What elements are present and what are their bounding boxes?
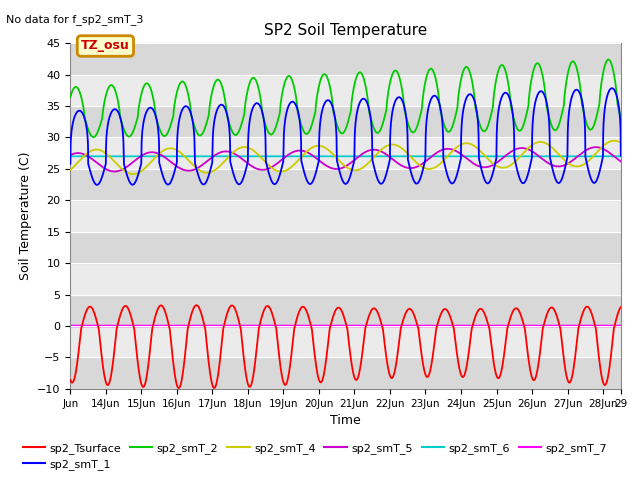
sp2_smT_2 <box>90 134 97 140</box>
sp2_smT_2 <box>547 120 555 126</box>
sp2_smT_1 <box>301 174 309 180</box>
Line: sp2_smT_4: sp2_smT_4 <box>70 141 621 174</box>
sp2_smT_7 <box>547 323 554 329</box>
sp2_smT_1 <box>617 153 625 158</box>
Bar <box>70 232 621 263</box>
sp2_smT_2 <box>129 128 137 134</box>
sp2_smT_5 <box>278 157 285 163</box>
sp2_Tsurface <box>193 302 200 308</box>
sp2_smT_4 <box>278 168 285 174</box>
sp2_smT_5 <box>301 149 309 155</box>
X-axis label: Time: Time <box>330 414 361 427</box>
Bar <box>70 43 621 74</box>
sp2_smT_1 <box>162 180 170 186</box>
sp2_smT_5 <box>67 152 74 158</box>
sp2_smT_6 <box>547 154 554 159</box>
sp2_smT_1 <box>67 161 74 167</box>
sp2_smT_2 <box>67 94 74 100</box>
Text: TZ_osu: TZ_osu <box>81 39 130 52</box>
sp2_smT_1 <box>129 181 137 187</box>
sp2_smT_4 <box>547 144 555 150</box>
Bar <box>70 169 621 200</box>
sp2_smT_2 <box>617 116 625 121</box>
sp2_Tsurface <box>607 358 614 363</box>
sp2_smT_1 <box>547 159 555 165</box>
sp2_smT_4 <box>162 146 170 152</box>
sp2_smT_6 <box>301 154 309 159</box>
sp2_smT_4 <box>67 167 74 173</box>
sp2_smT_7 <box>278 323 285 329</box>
sp2_smT_4 <box>617 140 625 145</box>
sp2_smT_7 <box>301 323 309 329</box>
sp2_Tsurface <box>278 372 285 378</box>
sp2_smT_7 <box>617 323 625 329</box>
Y-axis label: Soil Temperature (C): Soil Temperature (C) <box>19 152 32 280</box>
sp2_smT_6 <box>67 154 74 159</box>
sp2_smT_4 <box>129 171 137 177</box>
sp2_smT_4 <box>129 171 137 177</box>
sp2_smT_7 <box>129 323 137 329</box>
sp2_smT_6 <box>617 154 625 159</box>
sp2_smT_2 <box>162 132 170 138</box>
sp2_smT_1 <box>278 165 285 171</box>
sp2_Tsurface <box>547 305 555 311</box>
sp2_smT_2 <box>278 94 285 100</box>
sp2_smT_5 <box>607 151 614 156</box>
Bar <box>70 326 621 358</box>
Legend: sp2_Tsurface, sp2_smT_1, sp2_smT_2, sp2_smT_4, sp2_smT_5, sp2_smT_6, sp2_smT_7: sp2_Tsurface, sp2_smT_1, sp2_smT_2, sp2_… <box>19 438 611 474</box>
sp2_Tsurface <box>129 322 137 327</box>
Bar <box>70 74 621 106</box>
Line: sp2_smT_2: sp2_smT_2 <box>70 60 621 137</box>
sp2_smT_2 <box>605 57 612 62</box>
sp2_smT_7 <box>67 323 74 329</box>
sp2_smT_5 <box>547 162 555 168</box>
Bar <box>70 106 621 137</box>
sp2_smT_1 <box>606 86 614 92</box>
Bar <box>70 263 621 295</box>
Text: No data for f_sp2_smT_3: No data for f_sp2_smT_3 <box>6 14 144 25</box>
Line: sp2_smT_5: sp2_smT_5 <box>70 147 621 171</box>
sp2_Tsurface <box>617 304 625 310</box>
sp2_smT_6 <box>606 154 614 159</box>
sp2_smT_5 <box>617 158 625 164</box>
sp2_smT_1 <box>93 182 101 188</box>
Bar <box>70 358 621 389</box>
sp2_smT_6 <box>129 154 137 159</box>
sp2_Tsurface <box>302 306 310 312</box>
Bar <box>70 200 621 232</box>
sp2_smT_6 <box>278 154 285 159</box>
sp2_smT_5 <box>592 144 600 150</box>
sp2_Tsurface <box>175 385 182 391</box>
sp2_smT_7 <box>606 323 614 329</box>
sp2_smT_6 <box>162 154 170 159</box>
sp2_smT_5 <box>162 156 170 161</box>
sp2_smT_2 <box>607 59 614 64</box>
sp2_smT_4 <box>301 150 309 156</box>
Title: SP2 Soil Temperature: SP2 Soil Temperature <box>264 23 428 38</box>
sp2_smT_2 <box>301 131 309 136</box>
sp2_smT_5 <box>111 168 118 174</box>
sp2_Tsurface <box>67 377 74 383</box>
Bar <box>70 137 621 169</box>
sp2_smT_5 <box>129 159 137 165</box>
sp2_smT_1 <box>608 85 616 91</box>
Line: sp2_Tsurface: sp2_Tsurface <box>70 305 621 388</box>
Bar <box>70 295 621 326</box>
sp2_smT_7 <box>162 323 170 329</box>
sp2_smT_4 <box>611 138 618 144</box>
sp2_smT_4 <box>606 139 614 144</box>
sp2_Tsurface <box>162 311 170 317</box>
Line: sp2_smT_1: sp2_smT_1 <box>70 88 621 185</box>
